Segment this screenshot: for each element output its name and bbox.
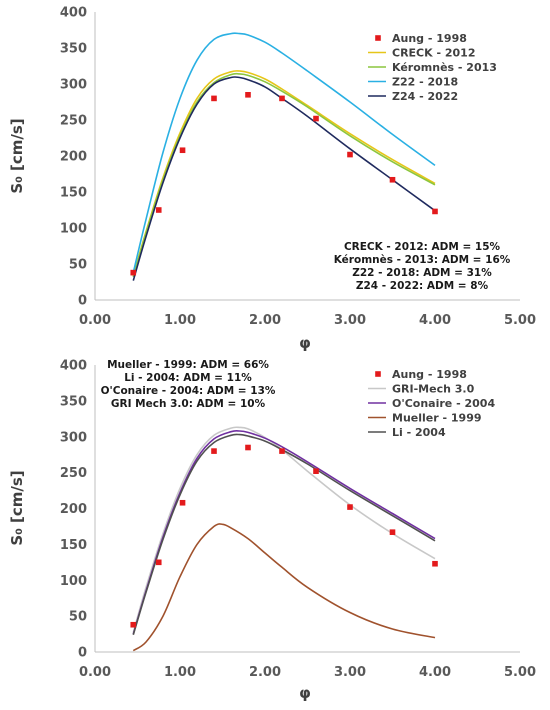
annotation-text: GRI Mech 3.0: ADM = 10% [111, 398, 266, 410]
y-tick-label: 400 [60, 6, 87, 21]
x-tick-label: 0.00 [79, 665, 111, 680]
annotation-text: Z22 - 2018: ADM = 31% [352, 267, 492, 279]
x-tick-label: 5.00 [504, 665, 536, 680]
data-point [179, 499, 186, 506]
y-tick-label: 50 [69, 610, 87, 625]
y-tick-label: 200 [60, 150, 87, 165]
data-point [432, 560, 438, 567]
data-point [389, 176, 396, 183]
legend-label: Z24 - 2022 [392, 90, 458, 103]
y-axis-label: S₀ [cm/s] [8, 470, 26, 545]
y-tick-label: 100 [60, 574, 87, 589]
data-point [313, 115, 319, 122]
legend-marker [375, 371, 381, 377]
y-tick-label: 0 [78, 646, 87, 661]
series-line [132, 76, 436, 281]
y-axis-label: S₀ [cm/s] [8, 118, 26, 193]
data-point [245, 92, 251, 98]
series-line [132, 32, 436, 273]
y-tick-label: 350 [60, 394, 87, 409]
data-point [432, 208, 438, 215]
legend-label: Kéromnès - 2013 [392, 61, 497, 74]
series-line [132, 70, 436, 277]
y-tick-label: 250 [60, 114, 87, 129]
x-tick-label: 2.00 [249, 665, 281, 680]
y-tick-label: 150 [60, 538, 87, 553]
data-point [155, 207, 162, 213]
chart-panel-2: 0 50 100 150 200 250 300 350 400 0.00 1.00 2.00 3.00… [8, 359, 536, 703]
x-tick-label: 4.00 [419, 313, 451, 328]
annotation-text: O'Conaire - 2004: ADM = 13% [101, 385, 276, 397]
data-point [211, 448, 217, 454]
legend-marker [375, 35, 381, 41]
x-tick-label: 3.00 [334, 665, 366, 680]
x-tick-label: 3.00 [334, 313, 366, 328]
legend-label: O'Conaire - 2004 [392, 397, 495, 410]
legend: Aung - 1998 GRI-Mech 3.0O'Conaire - 2004 M… [368, 368, 495, 439]
data-point [211, 95, 217, 102]
data-point [245, 444, 251, 451]
y-tick-label: 400 [60, 359, 87, 374]
legend-label: Mueller - 1999 [392, 412, 482, 425]
y-tick-label: 50 [69, 258, 87, 273]
annotation-text: Li - 2004: ADM = 11% [124, 372, 252, 384]
y-tick-label: 300 [60, 78, 87, 93]
legend-label: CRECK - 2012 [392, 47, 476, 60]
y-tick-label: 200 [60, 502, 87, 517]
data-point [347, 504, 353, 510]
series-line [132, 433, 436, 636]
x-tick-label: 2.00 [249, 313, 281, 328]
x-tick-label: 1.00 [164, 665, 196, 680]
annotation-text: Kéromnès - 2013: ADM = 16% [334, 254, 511, 266]
legend-label: Li - 2004 [392, 426, 446, 439]
data-point [155, 559, 162, 566]
legend-label: Aung - 1998 [392, 32, 467, 45]
y-tick-label: 100 [60, 222, 87, 237]
annotation-text: Mueller - 1999: ADM = 66% [107, 359, 269, 371]
x-tick-label: 1.00 [164, 313, 196, 328]
annotation-text: Z24 - 2022: ADM = 8% [356, 280, 489, 292]
x-axis-label: φ [299, 334, 311, 352]
y-tick-label: 300 [60, 430, 87, 445]
x-tick-label: 0.00 [79, 313, 111, 328]
x-tick-label: 4.00 [419, 665, 451, 680]
data-point [130, 621, 137, 628]
legend-label: Aung - 1998 [392, 368, 467, 381]
data-point [130, 269, 137, 276]
data-point [347, 151, 353, 158]
x-axis-label: φ [299, 684, 311, 702]
legend-label: Z22 - 2018 [392, 76, 458, 89]
series-line [132, 72, 436, 278]
series-line [132, 523, 436, 652]
data-point [279, 448, 285, 454]
annotation-block: CRECK - 2012: ADM = 15%Kéromnès - 2013: … [334, 241, 511, 292]
data-point [179, 147, 186, 154]
chart-panel-1: 0 50 100 150 200 250 300 350 400 0.00 1.00 2.00 3.00… [8, 6, 536, 353]
y-tick-label: 150 [60, 186, 87, 201]
series-line [132, 426, 436, 633]
y-tick-label: 350 [60, 42, 87, 57]
annotation-text: CRECK - 2012: ADM = 15% [344, 241, 501, 253]
data-point [279, 95, 285, 102]
legend-label: GRI-Mech 3.0 [392, 383, 475, 396]
y-tick-label: 250 [60, 466, 87, 481]
annotation-block: Mueller - 1999: ADM = 66%Li - 2004: ADM … [101, 359, 276, 410]
x-tick-label: 5.00 [504, 313, 536, 328]
data-point [313, 468, 319, 474]
y-tick-label: 0 [78, 294, 87, 309]
data-point [389, 529, 396, 535]
